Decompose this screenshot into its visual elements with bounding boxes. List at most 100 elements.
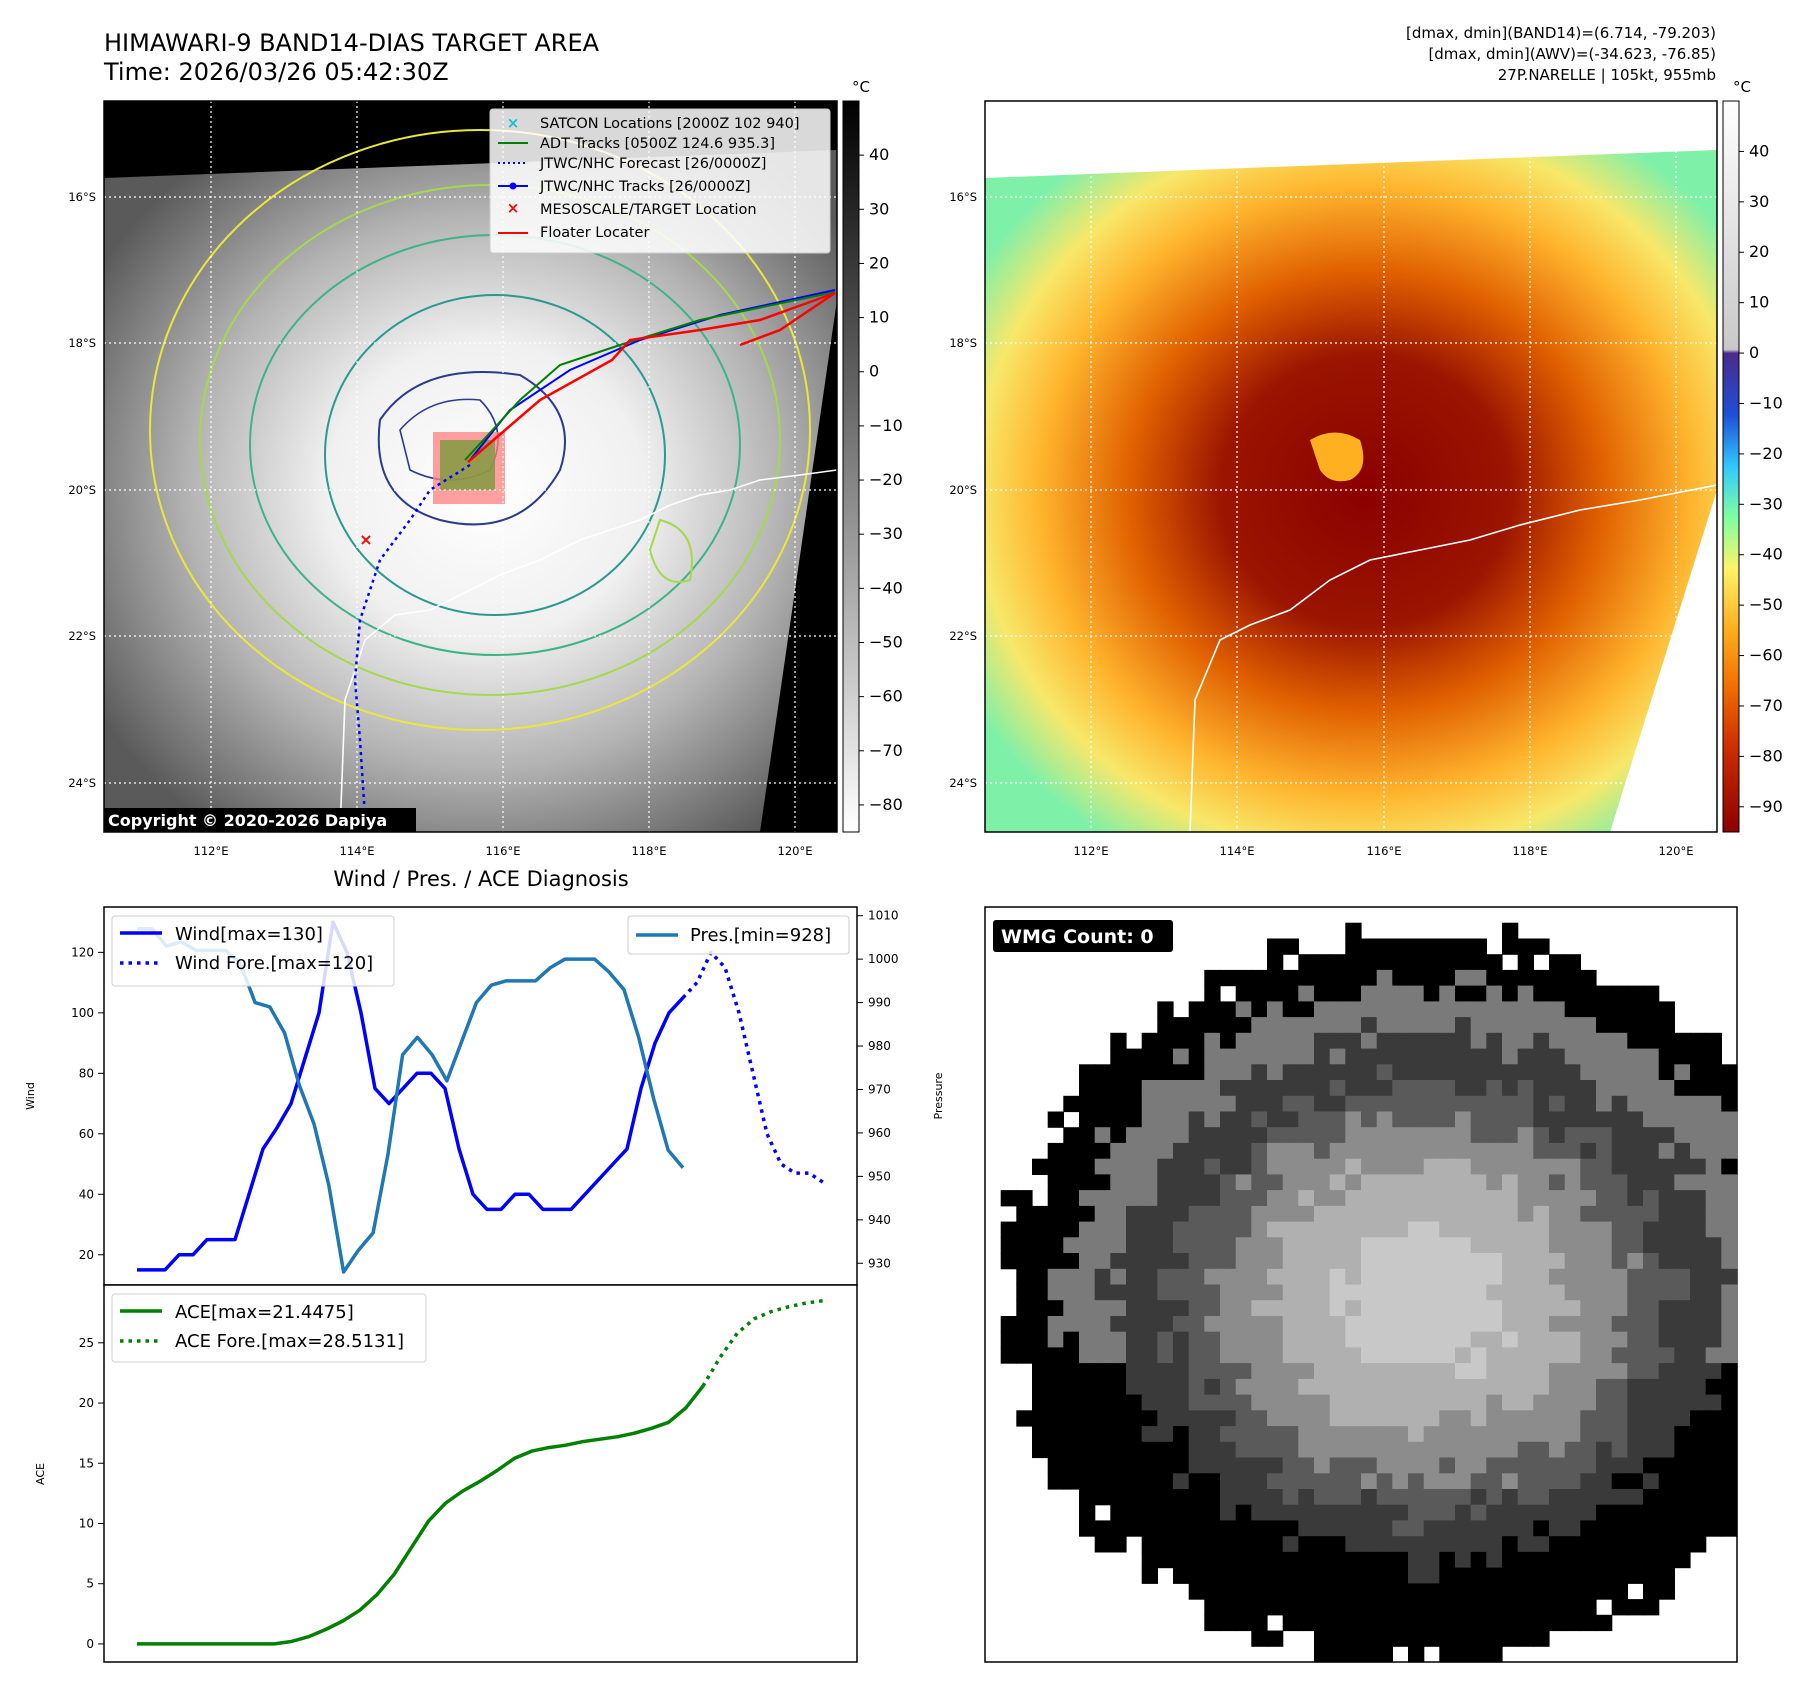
wmg-cell xyxy=(1486,1426,1503,1443)
wmg-cell xyxy=(1251,1583,1268,1600)
wmg-cell xyxy=(1251,1174,1268,1191)
wmg-cell xyxy=(1470,1551,1487,1569)
wmg-cell xyxy=(1188,1504,1205,1521)
wmg-cell xyxy=(1658,1551,1675,1569)
pressure-axis-tick-label: 930 xyxy=(868,1256,891,1270)
wmg-cell xyxy=(1267,1237,1284,1254)
wmg-cell xyxy=(1549,969,1566,987)
wmg-cell xyxy=(1235,1410,1252,1427)
wmg-cell xyxy=(1188,1001,1205,1018)
wmg-cell xyxy=(1063,1426,1080,1443)
wmg-cell xyxy=(1611,1080,1628,1097)
wmg-cell xyxy=(1423,985,1440,1002)
wmg-cell xyxy=(1267,1441,1284,1459)
wmg-cell xyxy=(1188,1394,1205,1411)
wmg-cell xyxy=(1517,1253,1534,1270)
wmg-cell xyxy=(1141,1237,1158,1254)
wmg-cell xyxy=(1314,1347,1331,1364)
wmg-cell xyxy=(1361,1017,1378,1034)
wmg-cell xyxy=(1533,1520,1550,1537)
wmg-cell xyxy=(1596,1142,1613,1160)
wmg-cell xyxy=(1486,1017,1503,1034)
wmg-cell xyxy=(1361,1536,1378,1553)
wmg-cell xyxy=(1658,1221,1675,1238)
wmg-cell xyxy=(1141,1410,1158,1427)
wmg-cell xyxy=(1267,1394,1284,1411)
wmg-cell xyxy=(1455,1347,1472,1364)
wmg-cell xyxy=(1455,1441,1472,1459)
wmg-cell xyxy=(1549,1489,1566,1506)
wmg-cell xyxy=(1564,1410,1581,1427)
wmg-cell xyxy=(1486,1567,1503,1584)
legend-pressure: Pres.[min=928] xyxy=(690,925,831,946)
wmg-cell xyxy=(1408,1473,1425,1490)
wmg-cell xyxy=(1392,1599,1409,1616)
wmg-cell xyxy=(1533,1426,1550,1443)
wmg-cell xyxy=(1502,1284,1519,1301)
wmg-cell xyxy=(1517,938,1534,955)
wmg-cell xyxy=(1079,1127,1096,1144)
wmg-cell xyxy=(1110,1347,1127,1364)
wmg-cell xyxy=(1345,1221,1362,1238)
wmg-cell xyxy=(1157,1426,1174,1443)
wmg-cell xyxy=(1392,954,1409,971)
wmg-cell xyxy=(1564,1567,1581,1584)
wmg-cell xyxy=(1690,1363,1707,1380)
wmg-cell xyxy=(1204,1174,1221,1191)
wmg-cell xyxy=(1298,1300,1315,1317)
wmg-cell xyxy=(1110,1331,1127,1348)
wmg-cell xyxy=(1423,1536,1440,1553)
wmg-cell xyxy=(1392,1614,1409,1632)
wmg-cell xyxy=(1173,1394,1190,1411)
wmg-cell xyxy=(1047,1316,1064,1333)
wmg-cell xyxy=(1658,1158,1675,1175)
wmg-cell xyxy=(1329,1646,1346,1663)
wmg-cell xyxy=(1439,1410,1456,1427)
wmg-cell xyxy=(1345,1253,1362,1270)
svg-text:112°E: 112°E xyxy=(194,844,229,858)
wmg-cell xyxy=(1502,1032,1519,1050)
svg-text:120°E: 120°E xyxy=(778,844,813,858)
wmg-cell xyxy=(1251,1300,1268,1317)
wmg-cell xyxy=(1141,1048,1158,1065)
wmg-cell xyxy=(1314,985,1331,1002)
wmg-cell xyxy=(1188,1237,1205,1254)
wmg-cell xyxy=(1611,1032,1628,1050)
wmg-cell xyxy=(1690,1142,1707,1160)
wmg-cell xyxy=(1376,938,1393,955)
wmg-cell xyxy=(1063,1300,1080,1317)
wmg-cell xyxy=(1235,1253,1252,1270)
wmg-cell xyxy=(1235,1473,1252,1490)
wmg-cell xyxy=(1596,1032,1613,1050)
wmg-cell xyxy=(1267,1111,1284,1128)
wmg-cell xyxy=(1455,1489,1472,1506)
wmg-cell xyxy=(1721,1080,1738,1097)
wmg-cell xyxy=(1298,954,1315,971)
wmg-cell xyxy=(1094,1080,1111,1097)
wmg-cell xyxy=(1564,1158,1581,1175)
wmg-cell xyxy=(1455,1142,1472,1160)
wmg-cell xyxy=(1596,1253,1613,1270)
wmg-cell xyxy=(1392,1221,1409,1238)
wmg-cell xyxy=(1267,1095,1284,1113)
wmg-cell xyxy=(1674,1300,1691,1317)
wmg-cell xyxy=(1721,1253,1738,1270)
wmg-cell xyxy=(1329,1473,1346,1490)
wmg-cell xyxy=(1549,1583,1566,1600)
wmg-cell xyxy=(1298,969,1315,987)
wmg-cell xyxy=(1298,1347,1315,1364)
wmg-cell xyxy=(1392,1347,1409,1364)
wmg-cell xyxy=(1329,1048,1346,1065)
wmg-cell xyxy=(1439,1599,1456,1616)
wmg-cell xyxy=(1439,1174,1456,1191)
wmg-cell xyxy=(1611,1394,1628,1411)
wmg-cell xyxy=(1079,1457,1096,1474)
wmg-cell xyxy=(1251,1473,1268,1490)
wmg-cell xyxy=(1094,1441,1111,1459)
wmg-cell xyxy=(1721,1473,1738,1490)
wmg-cell xyxy=(1110,1205,1127,1223)
wmg-cell xyxy=(1502,1378,1519,1396)
wmg-cell xyxy=(1470,1300,1487,1317)
wmg-cell xyxy=(1157,1032,1174,1050)
